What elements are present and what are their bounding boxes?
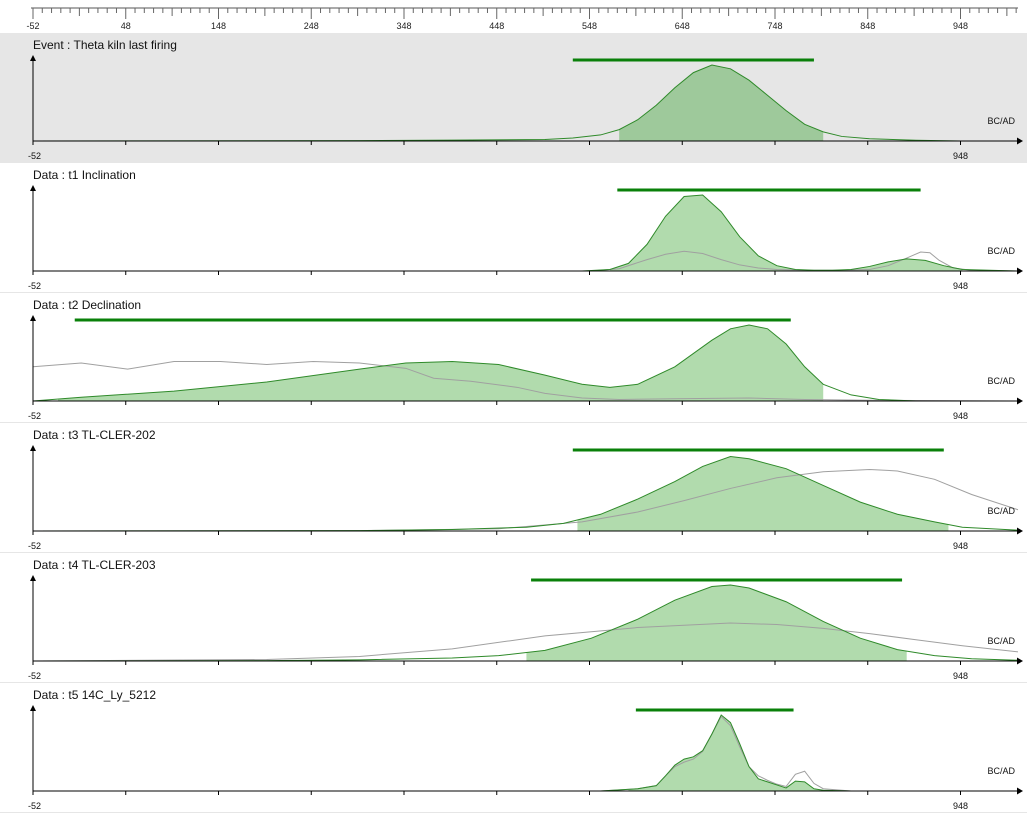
- density-fill: [619, 65, 824, 141]
- panel-title-name: t5 14C_Ly_5212: [68, 688, 156, 702]
- density-curve: [32, 64, 1018, 142]
- panel-chart: -52 948 BC/AD: [28, 55, 1023, 161]
- panel-chart: -52 948 BC/AD: [28, 445, 1023, 551]
- panel-title-name: t1 Inclination: [68, 168, 136, 182]
- panel-title: Data : t4 TL-CLER-203: [33, 558, 156, 572]
- x-start-label: -52: [28, 411, 41, 421]
- y-axis-arrow: [30, 55, 36, 61]
- density-curve: [33, 714, 1018, 792]
- ruler-tick-label: 548: [582, 21, 597, 31]
- x-axis-arrow: [1017, 267, 1023, 275]
- panel-title-prefix: Event :: [33, 38, 74, 52]
- x-unit-label: BC/AD: [987, 766, 1015, 776]
- ruler-tick-label: 448: [489, 21, 504, 31]
- raw-curve: [33, 250, 1019, 272]
- x-start-label: -52: [28, 671, 41, 681]
- panel-chart: -52 948 BC/AD: [28, 705, 1023, 811]
- panel-title: Data : t1 Inclination: [33, 168, 136, 182]
- panel-title-prefix: Data :: [33, 688, 69, 702]
- panel-title: Event : Theta kiln last firing: [33, 38, 177, 52]
- panel-title-prefix: Data :: [33, 168, 69, 182]
- panel-title: Data : t5 14C_Ly_5212: [33, 688, 156, 702]
- data-panel[interactable]: Data : t3 TL-CLER-202 -52 948 BC/AD: [0, 423, 1027, 553]
- panel-title-prefix: Data :: [33, 298, 69, 312]
- y-axis-arrow: [30, 575, 36, 581]
- time-ruler[interactable]: -52 48 148 248 348 448 548 648 748 848 948: [0, 0, 1027, 33]
- x-start-label: -52: [28, 541, 41, 551]
- ruler-tick-label: 148: [211, 21, 226, 31]
- y-axis-arrow: [30, 315, 36, 321]
- x-axis-arrow: [1017, 527, 1023, 535]
- ruler-tick-label: 48: [121, 21, 131, 31]
- x-end-label: 948: [953, 151, 968, 161]
- density-curve: [32, 324, 1018, 402]
- panel-title-prefix: Data :: [33, 428, 69, 442]
- density-fill: [58, 325, 824, 401]
- x-end-label: 948: [953, 541, 968, 551]
- x-unit-label: BC/AD: [987, 506, 1015, 516]
- x-axis-arrow: [1017, 137, 1023, 145]
- x-axis-arrow: [1017, 787, 1023, 795]
- panel-chart: -52 948 BC/AD: [28, 185, 1023, 291]
- density-fill: [628, 715, 824, 791]
- density-curve: [32, 456, 1019, 532]
- x-unit-label: BC/AD: [987, 116, 1015, 126]
- panel-title-name: t2 Declination: [68, 298, 142, 312]
- x-end-label: 948: [953, 281, 968, 291]
- x-end-label: 948: [953, 801, 968, 811]
- ruler-axis: -52 48 148 248 348 448 548 648 748 848 948: [26, 7, 1018, 31]
- data-panel[interactable]: Data : t2 Declination -52 948 BC/AD: [0, 293, 1027, 423]
- density-curve: [33, 194, 1019, 272]
- panel-title-prefix: Data :: [33, 558, 69, 572]
- data-panel[interactable]: Data : t5 14C_Ly_5212 -52 948 BC/AD: [0, 683, 1027, 813]
- panel-title: Data : t2 Declination: [33, 298, 141, 312]
- ruler-tick-label: 748: [767, 21, 782, 31]
- raw-curve: [32, 360, 1019, 402]
- y-axis-arrow: [30, 705, 36, 711]
- panel-title: Data : t3 TL-CLER-202: [33, 428, 156, 442]
- panel-chart: -52 948 BC/AD: [28, 315, 1023, 421]
- panel-title-name: Theta kiln last firing: [73, 38, 177, 52]
- data-panel[interactable]: Data : t1 Inclination -52 948 BC/AD: [0, 163, 1027, 293]
- ruler-tick-label: -52: [26, 21, 39, 31]
- x-start-label: -52: [28, 801, 41, 811]
- ruler-tick-label: 248: [304, 21, 319, 31]
- x-axis-arrow: [1017, 397, 1023, 405]
- raw-curve: [32, 622, 1019, 662]
- y-axis-arrow: [30, 185, 36, 191]
- y-axis-arrow: [30, 445, 36, 451]
- density-fill: [526, 585, 907, 661]
- x-unit-label: BC/AD: [987, 376, 1015, 386]
- panel-title-name: t3 TL-CLER-202: [68, 428, 156, 442]
- ruler-tick-label: 648: [675, 21, 690, 31]
- ruler-tick-label: 848: [860, 21, 875, 31]
- raw-curve: [33, 715, 1018, 792]
- x-start-label: -52: [28, 281, 41, 291]
- x-axis-arrow: [1017, 657, 1023, 665]
- x-unit-label: BC/AD: [987, 246, 1015, 256]
- panel-title-name: t4 TL-CLER-203: [68, 558, 156, 572]
- ruler-tick-label: 948: [953, 21, 968, 31]
- panel-chart: -52 948 BC/AD: [28, 575, 1023, 681]
- x-end-label: 948: [953, 411, 968, 421]
- ruler-tick-label: 348: [396, 21, 411, 31]
- density-fill: [577, 456, 949, 531]
- x-start-label: -52: [28, 151, 41, 161]
- x-end-label: 948: [953, 671, 968, 681]
- data-panel[interactable]: Data : t4 TL-CLER-203 -52 948 BC/AD: [0, 553, 1027, 683]
- x-unit-label: BC/AD: [987, 636, 1015, 646]
- event-panel[interactable]: Event : Theta kiln last firing -52 948 BC/A…: [0, 33, 1027, 163]
- density-curve: [32, 584, 1019, 662]
- density-fill: [609, 195, 963, 271]
